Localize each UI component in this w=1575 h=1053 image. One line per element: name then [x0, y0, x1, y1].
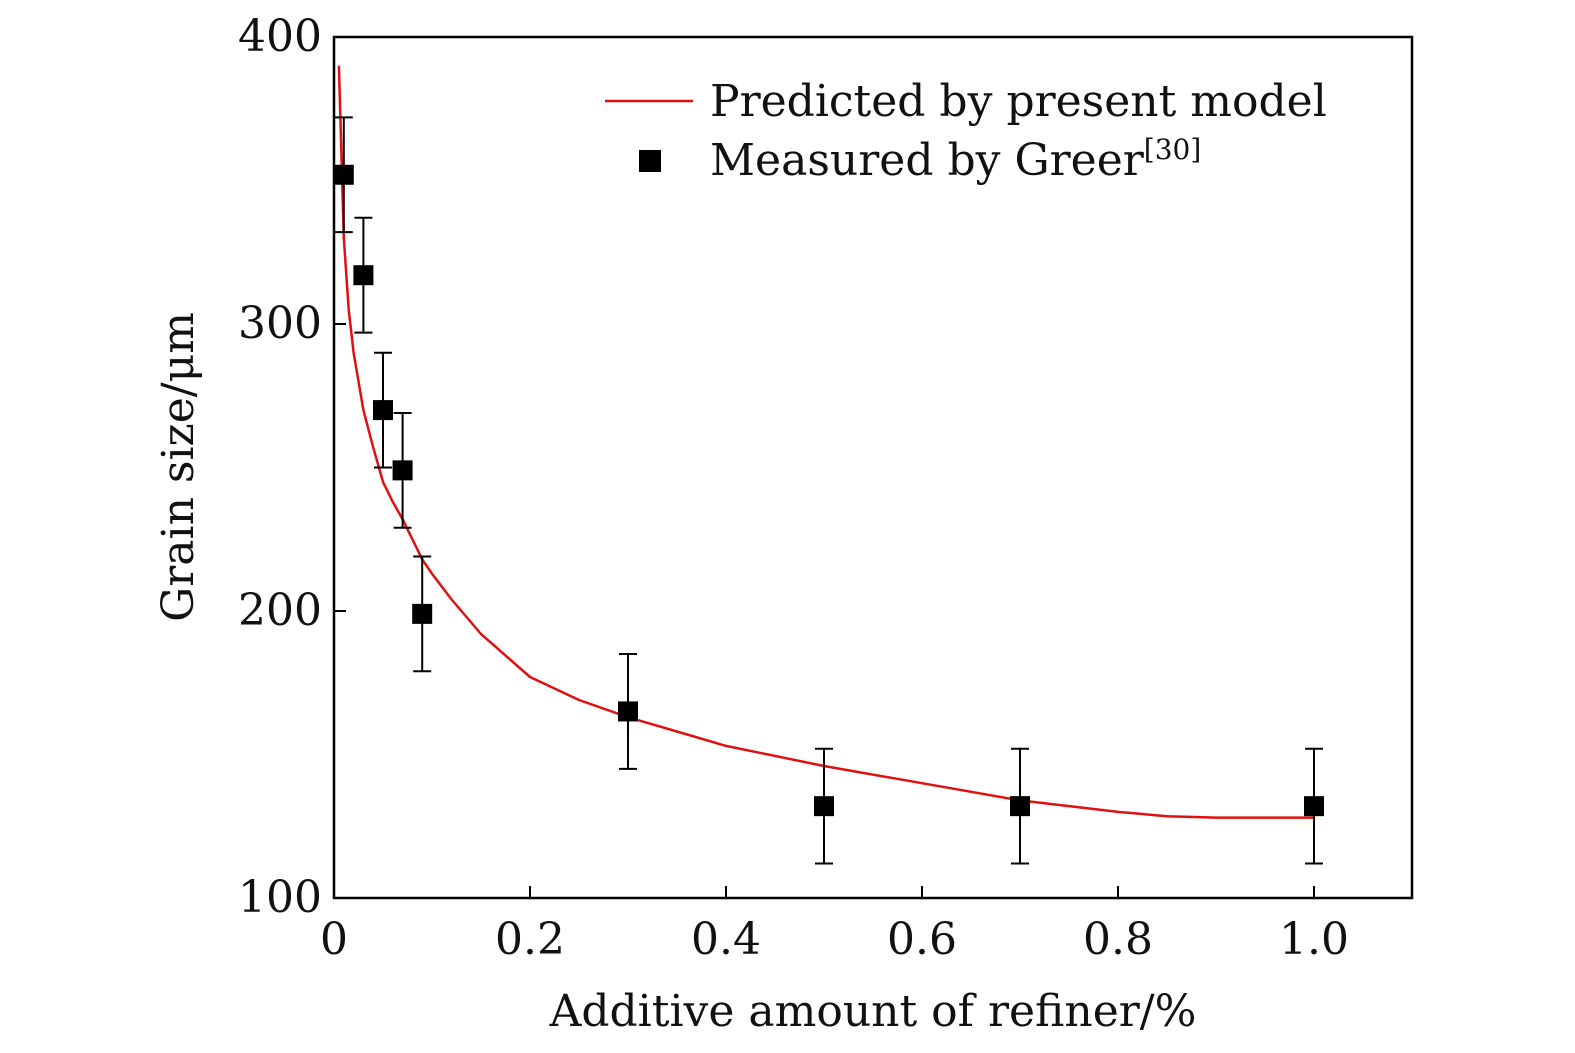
y-tick-label: 200: [238, 585, 322, 636]
legend-marker-swatch: [639, 150, 661, 172]
legend-label-measured-name: Measured by Greer: [710, 135, 1145, 186]
y-tick-label: 300: [238, 298, 322, 349]
measured-point: [373, 400, 393, 421]
measured-point: [1304, 796, 1324, 817]
legend-label-measured: Measured by Greer[30]: [710, 133, 1201, 186]
measured-point: [412, 603, 433, 624]
measured-point: [353, 265, 374, 286]
measured-point: [333, 164, 354, 185]
legend-label-predicted: Predicted by present model: [710, 76, 1327, 127]
y-tick-label: 100: [238, 872, 322, 923]
measured-point: [392, 460, 413, 481]
series-predicted-line: [337, 65, 1314, 819]
y-tick-label: 400: [238, 11, 322, 62]
y-axis-title: Grain size/μm: [153, 312, 204, 622]
x-tick-label: 1.0: [1279, 914, 1349, 965]
legend: Predicted by present model Measured by G…: [605, 76, 1327, 186]
measured-point: [814, 796, 834, 817]
x-tick-label: 0.6: [887, 914, 957, 965]
plot-frame: [332, 35, 1414, 900]
x-tick-label: 0.8: [1083, 914, 1153, 965]
x-tick-label: 0.2: [495, 914, 565, 965]
x-axis-title: Additive amount of refiner/%: [549, 986, 1197, 1037]
x-ticks: 0 0.2 0.4 0.6 0.8 1.0: [320, 886, 1349, 965]
measured-point: [1010, 796, 1030, 817]
y-ticks: 100 200 300 400: [238, 11, 346, 923]
x-tick-label: 0: [320, 914, 348, 965]
x-tick-label: 0.4: [691, 914, 761, 965]
series-layer: [333, 65, 1324, 865]
measured-point: [618, 701, 638, 722]
legend-label-measured-superscript: [30]: [1144, 133, 1201, 166]
